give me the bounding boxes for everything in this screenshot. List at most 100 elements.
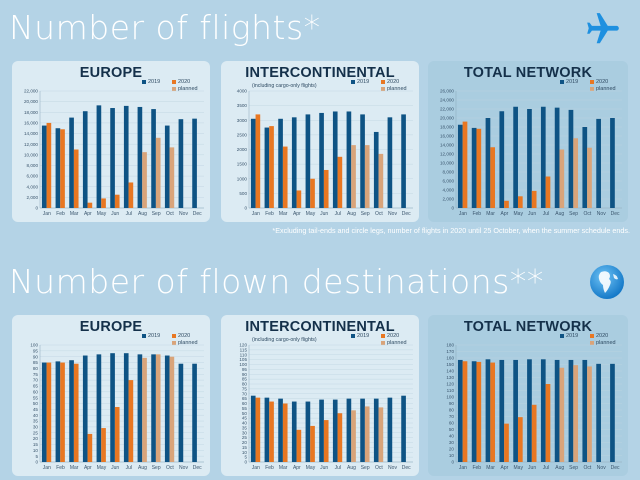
y-tick-label: 95 [242,367,248,372]
bar-2020-planned [378,153,384,208]
legend-label-2019: 2019 [566,79,579,85]
x-tick-label: Mar [70,211,79,217]
y-tick-label: 85 [242,377,248,382]
x-tick-label: Aug [347,211,356,217]
bar-2019 [123,353,129,462]
bar-2020-planned [351,145,356,208]
y-tick-label: 50 [242,411,248,416]
x-tick-label: Sep [569,211,578,217]
legend-label-planned: planned [387,86,407,92]
y-tick-label: 25 [33,430,39,435]
bar-2019 [250,395,256,462]
legend-2020: 2020 [590,79,608,85]
y-tick-label: 20 [33,436,39,441]
bar-2020 [60,362,65,462]
legend-label-planned: planned [596,86,616,92]
y-tick-label: 65 [242,396,248,401]
y-tick-label: 100 [239,362,247,367]
legend-2019: 2019 [351,79,369,85]
bar-2019 [346,111,352,208]
bar-2019 [457,359,463,462]
x-tick-label: Feb [265,211,274,217]
bar-2019 [568,109,574,208]
chart-destinations-europe: 0510152025303540455055606570758085909510… [30,343,204,471]
bar-2019 [69,360,74,462]
y-tick-label: 4000 [237,89,248,94]
y-tick-label: 105 [239,357,247,362]
x-tick-label: Aug [555,211,564,217]
y-tick-label: 80 [449,408,455,413]
bar-2020-planned [364,145,370,208]
bar-2020 [269,126,274,208]
x-tick-label: Feb [56,465,65,471]
bar-2020 [545,384,551,462]
x-tick-label: Dec [402,211,411,217]
y-tick-label: 60 [33,389,39,394]
y-tick-label: 70 [242,391,248,396]
y-tick-label: 30 [33,425,39,430]
x-tick-label: Jul [126,465,132,471]
y-tick-label: 6,000 [443,179,455,184]
x-tick-label: Oct [584,465,592,471]
bar-2019 [582,359,588,462]
x-tick-label: Sep [361,465,370,471]
legend-swatch-planned [172,340,176,345]
legend-planned: planned [172,340,198,346]
x-tick-label: Jun [320,465,328,471]
x-tick-label: Apr [501,211,509,217]
x-tick-label: Jan [252,211,260,217]
x-tick-label: Dec [193,211,202,217]
chart-flights-europe: 0 2,000 4,000 6,000 8,000 10,000 12,000 14,000 1… [24,89,204,217]
y-tick-label: 15 [33,442,39,447]
airplane-icon [583,10,623,48]
bar-2019 [527,359,532,462]
y-tick-label: 0 [35,460,38,465]
bar-2019 [554,359,560,462]
bar-2020 [476,128,482,208]
bar-2020-planned [573,138,579,208]
bar-2019 [264,127,270,208]
bar-2019 [582,127,588,208]
x-tick-label: Nov [597,211,606,217]
bar-2019 [82,111,88,208]
bar-2019 [610,363,615,462]
y-tick-label: 130 [446,375,454,380]
bar-2020-planned [155,354,161,462]
bar-2019 [291,117,297,208]
bar-2020 [87,202,93,208]
y-tick-label: 70 [33,378,39,383]
y-tick-label: 30 [242,430,248,435]
y-tick-label: 22,000 [440,107,454,112]
x-tick-label: May [514,465,524,471]
bar-2019 [373,131,379,208]
x-tick-label: Jan [43,465,51,471]
legend-swatch-2020 [381,79,385,84]
chart-destinations-intercontinental: 0510152025303540455055606570758085909510… [239,343,413,471]
x-tick-label: Jul [335,465,341,471]
bar-2020 [73,149,79,208]
bar-2019 [110,353,115,462]
x-tick-label: Feb [472,211,481,217]
bar-2019 [41,125,47,208]
y-tick-label: 10,000 [24,152,38,157]
bar-2019 [457,124,463,208]
bar-2019 [305,114,311,208]
legend-swatch-2020 [590,79,594,84]
y-tick-label: 40 [449,434,455,439]
y-tick-label: 8,000 [443,170,455,175]
bar-2019 [96,105,102,208]
y-tick-label: 10 [33,448,39,453]
footnote: *Excluding tail-ends and circle legs, nu… [272,226,630,235]
legend-label-2020: 2020 [596,333,609,339]
bar-2019 [527,109,532,208]
y-tick-label: 60 [449,421,455,426]
legend-swatch-2020 [172,79,176,84]
y-tick-label: 100 [446,395,454,400]
y-tick-label: 500 [239,191,247,196]
legend-planned: planned [381,86,407,92]
bar-2019 [250,118,256,208]
y-tick-label: 120 [239,343,247,348]
y-tick-label: 180 [446,343,454,348]
bar-2019 [387,397,393,462]
x-tick-label: Sep [152,211,161,217]
